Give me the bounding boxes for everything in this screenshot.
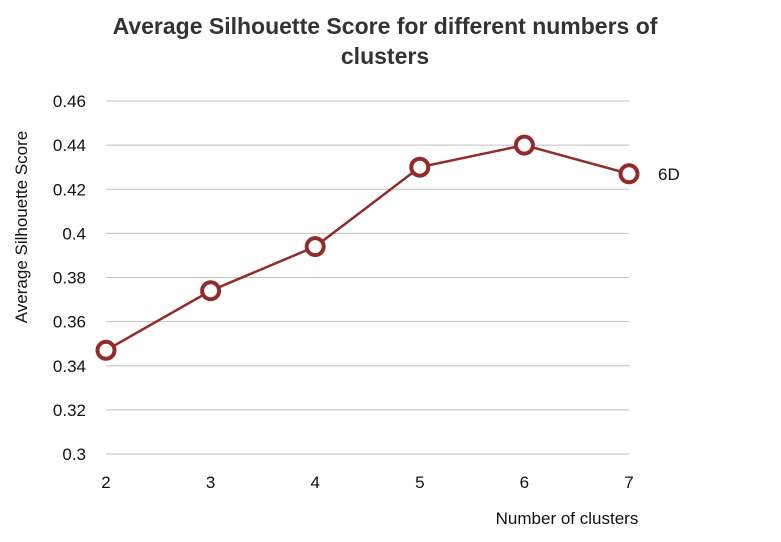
- x-tick-label: 5: [415, 473, 424, 492]
- x-axis-label: Number of clusters: [496, 509, 639, 528]
- chart-text: Average Silhouette Score for different n…: [12, 13, 680, 528]
- y-tick-label: 0.34: [53, 357, 86, 376]
- x-tick-label: 3: [206, 473, 215, 492]
- gridlines: [106, 100, 629, 455]
- data-point-marker: [304, 236, 326, 258]
- series-line: [105, 143, 630, 352]
- chart-title-line-2: clusters: [341, 43, 429, 69]
- x-tick-label: 6: [520, 473, 529, 492]
- data-point-marker: [95, 339, 117, 361]
- y-tick-label: 0.44: [53, 136, 86, 155]
- chart-title-line-1: Average Silhouette Score for different n…: [113, 13, 658, 39]
- y-tick-label: 0.32: [53, 401, 86, 420]
- y-tick-label: 0.3: [62, 445, 86, 464]
- y-tick-label: 0.4: [62, 224, 86, 243]
- x-tick-label: 4: [310, 473, 319, 492]
- y-tick-label: 0.36: [53, 313, 86, 332]
- series-layer: [95, 134, 640, 361]
- data-point-marker: [200, 280, 222, 302]
- series-label-6d: 6D: [658, 165, 680, 184]
- data-point-marker: [513, 134, 535, 156]
- data-point-marker: [618, 163, 640, 185]
- data-point-marker: [409, 156, 431, 178]
- y-axis-label: Average Silhouette Score: [12, 131, 31, 323]
- y-tick-label: 0.42: [53, 180, 86, 199]
- y-tick-label: 0.38: [53, 269, 86, 288]
- x-tick-label: 7: [624, 473, 633, 492]
- y-tick-label: 0.46: [53, 92, 86, 111]
- x-tick-label: 2: [101, 473, 110, 492]
